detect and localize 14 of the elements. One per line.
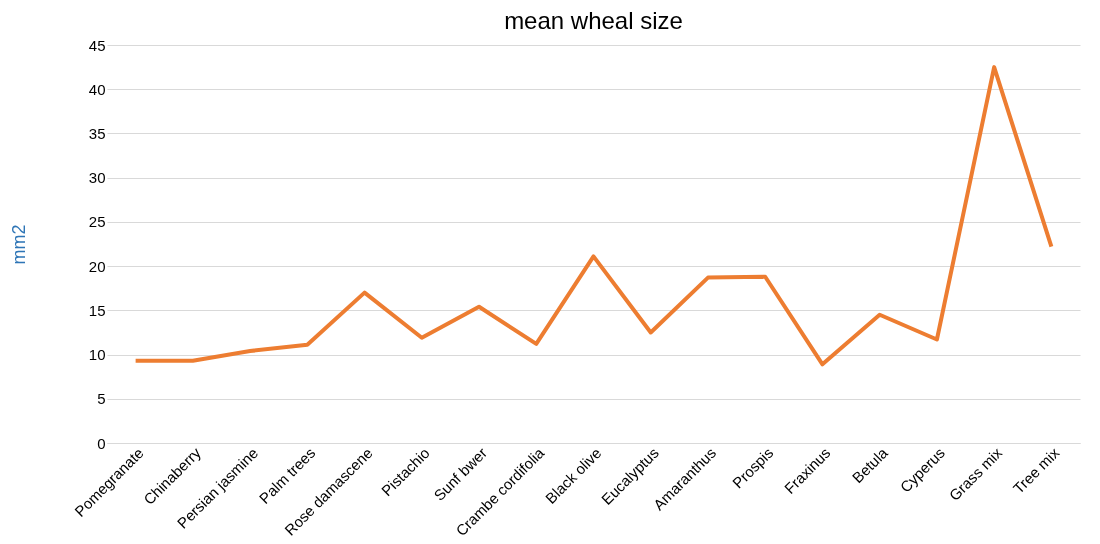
- y-axis-title: mm2: [8, 224, 29, 265]
- y-tick-label: 0: [97, 434, 106, 452]
- y-tick-label: 30: [88, 169, 106, 187]
- y-tick-label: 40: [88, 80, 106, 98]
- x-tick-label: Tree mix: [1009, 443, 1063, 497]
- y-tick-label: 10: [88, 346, 106, 364]
- y-tick-label: 20: [88, 257, 106, 275]
- line-series: [133, 65, 1054, 367]
- y-tick-label: 15: [88, 301, 106, 319]
- chart-title: mean wheal size: [504, 7, 683, 34]
- y-tick-label: 45: [88, 36, 106, 54]
- y-tick-label: 35: [88, 124, 106, 142]
- y-tick-label: 25: [88, 213, 106, 231]
- y-tick-label: 5: [97, 390, 106, 408]
